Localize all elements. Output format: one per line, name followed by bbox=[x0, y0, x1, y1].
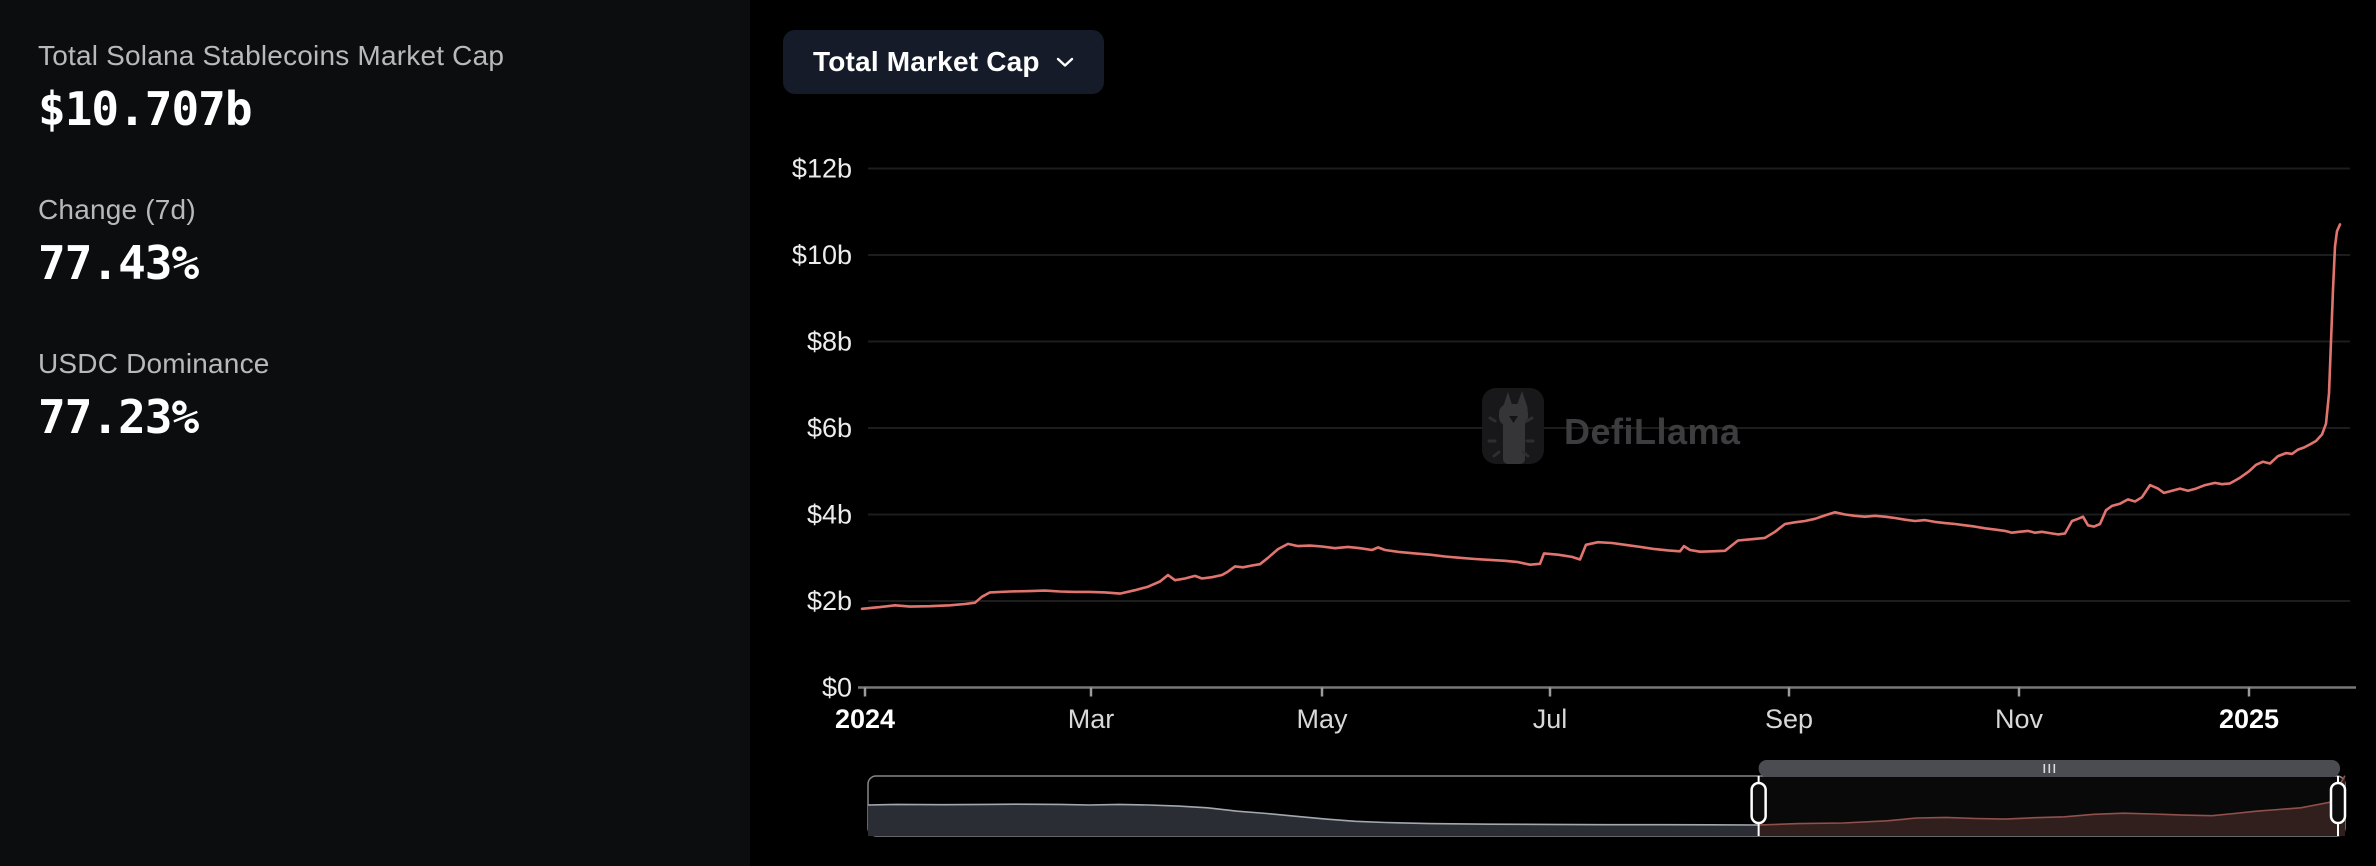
watermark-text: DefiLlama bbox=[1564, 411, 1741, 452]
y-axis-tick-label: $10b bbox=[792, 240, 852, 270]
brush-context-fill bbox=[868, 804, 1759, 836]
market-cap-line-series bbox=[860, 223, 2342, 611]
y-axis-tick-label: $0 bbox=[822, 673, 852, 703]
brush-handle-left[interactable] bbox=[1750, 781, 1767, 825]
y-axis-tick-label: $4b bbox=[807, 500, 852, 530]
stat-value: 77.43% bbox=[38, 236, 199, 290]
x-axis-tick-label: 2025 bbox=[2219, 704, 2279, 734]
logo-tick-mark bbox=[1525, 416, 1534, 423]
stat-usdc-dominance: USDC Dominance 77.23% bbox=[38, 348, 750, 440]
x-axis-tick-label: Nov bbox=[1995, 704, 2044, 734]
stat-label: Change (7d) bbox=[38, 194, 196, 225]
brush-selected-window[interactable] bbox=[1759, 776, 2345, 836]
y-axis-tick-label: $2b bbox=[807, 586, 852, 616]
stat-total-market-cap: Total Solana Stablecoins Market Cap $10.… bbox=[38, 40, 750, 132]
x-axis-tick-label: Jul bbox=[1533, 704, 1568, 734]
logo-tick-mark bbox=[1521, 450, 1530, 458]
x-axis-tick-label: 2024 bbox=[835, 704, 895, 734]
logo-tick-mark bbox=[1488, 416, 1497, 423]
x-axis-tick-label: Sep bbox=[1765, 704, 1813, 734]
brush-handle-right[interactable] bbox=[2329, 781, 2347, 825]
y-axis-tick-label: $12b bbox=[792, 154, 852, 184]
stat-value: $10.707b bbox=[38, 82, 253, 136]
chevron-down-icon bbox=[1056, 57, 1073, 67]
stat-value: 77.23% bbox=[38, 390, 199, 444]
llama-neck bbox=[1503, 420, 1525, 464]
llama-face bbox=[1509, 416, 1518, 423]
logo-tick-mark bbox=[1492, 450, 1501, 458]
chart-plot-area[interactable] bbox=[868, 120, 2345, 688]
stat-label: Total Solana Stablecoins Market Cap bbox=[38, 40, 505, 71]
chart-panel: Total Market Cap bbox=[750, 0, 2376, 866]
y-axis-tick-label: $8b bbox=[807, 327, 852, 357]
stats-panel: Total Solana Stablecoins Market Cap $10.… bbox=[0, 0, 750, 866]
chart-type-dropdown[interactable]: Total Market Cap bbox=[783, 30, 1104, 94]
stat-label: USDC Dominance bbox=[38, 348, 270, 379]
x-axis-tick-label: May bbox=[1296, 704, 1348, 734]
y-axis-tick-label: $6b bbox=[807, 413, 852, 443]
brush-selection-area-line bbox=[1758, 775, 2346, 826]
chart-type-dropdown-label: Total Market Cap bbox=[813, 46, 1040, 77]
brush-selection-area-fill bbox=[1758, 775, 2345, 836]
stat-change-7d: Change (7d) 77.43% bbox=[38, 194, 750, 286]
brush-context-line bbox=[867, 803, 1759, 826]
x-axis-tick-label: Mar bbox=[1068, 704, 1115, 734]
